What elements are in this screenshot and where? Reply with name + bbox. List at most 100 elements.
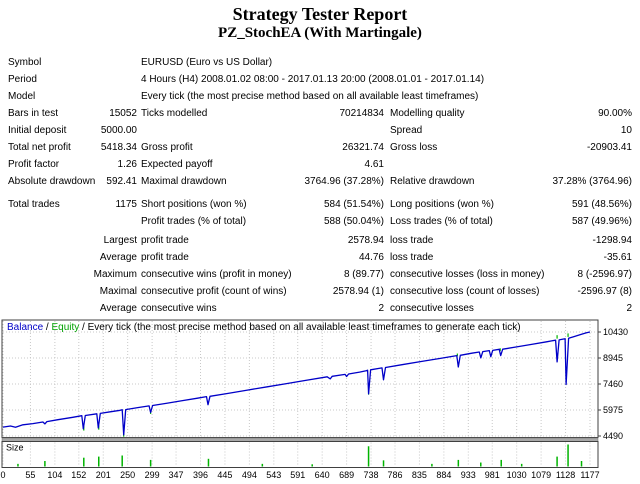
size-bar xyxy=(457,459,460,467)
y-axis-label: 7460 xyxy=(603,379,623,389)
row-label: Profit factor xyxy=(8,159,60,170)
cell-f: -20903.41 xyxy=(586,142,632,153)
report-row: Largest profit trade 2578.94 loss trade -129… xyxy=(0,232,640,249)
row-label: Initial deposit xyxy=(8,125,67,136)
cell-b: 15052 xyxy=(109,108,137,119)
size-bar xyxy=(121,455,123,467)
cell-b: Largest xyxy=(103,235,137,246)
cell-c: profit trade xyxy=(141,235,189,246)
x-axis-label: 640 xyxy=(315,470,330,480)
size-panel-label: Size xyxy=(6,443,24,453)
size-bar xyxy=(556,456,558,467)
cell-b: Maximal xyxy=(99,286,137,297)
cell-b: 1175 xyxy=(115,199,137,210)
size-bar xyxy=(261,463,264,467)
cell-c: Maximal drawdown xyxy=(141,176,227,187)
cell-d: 584 (51.54%) xyxy=(323,199,384,210)
size-bar xyxy=(311,464,313,467)
cell-e: Loss trades (% of total) xyxy=(390,216,493,227)
cell-b: Maximum xyxy=(93,269,137,280)
row-label: Bars in test xyxy=(8,108,59,119)
cell-e: loss trade xyxy=(390,235,434,246)
size-bar xyxy=(367,446,370,467)
cell-f: -1298.94 xyxy=(592,235,632,246)
cell-b: 1.26 xyxy=(117,159,137,170)
x-axis-label: 1079 xyxy=(531,470,551,480)
report-row: Profit trades (% of total) 588 (50.04%) Lo… xyxy=(0,213,640,230)
x-axis-label: 299 xyxy=(145,470,160,480)
report-row: Initial deposit 5000.00 Spread 10 xyxy=(0,122,640,139)
report-subtitle: PZ_StochEA (With Martingale) xyxy=(218,25,422,41)
row-label: Symbol xyxy=(8,57,42,68)
cell-c: Gross profit xyxy=(141,142,193,153)
equity-legend-label: Equity xyxy=(51,322,80,333)
x-axis-label: 689 xyxy=(339,470,354,480)
chart-canvas: 0 55 104 152 201 250 299 347 396 445 494 543 591 640 6… xyxy=(0,319,628,480)
x-axis-label: 250 xyxy=(120,470,135,480)
cell-b: 5000.00 xyxy=(100,125,137,136)
cell-e: loss trade xyxy=(390,252,434,263)
cell-f: 2 xyxy=(626,303,632,314)
x-axis-label: 201 xyxy=(96,470,111,480)
y-axis-label: 10430 xyxy=(603,327,628,337)
cell-b: 5418.34 xyxy=(100,142,137,153)
balance-legend-label: Balance xyxy=(7,322,44,333)
cell-b: 592.41 xyxy=(106,176,137,187)
page-title: Strategy Tester Report xyxy=(232,4,408,24)
report-row: Model Every tick (the most precise method… xyxy=(0,88,640,105)
cell-f: 10 xyxy=(620,125,632,136)
report-row: Average consecutive wins 2 consecutive loss… xyxy=(0,300,640,317)
x-axis-label: 786 xyxy=(387,470,402,480)
balance-line xyxy=(2,331,591,436)
cell-d: 4.61 xyxy=(364,159,384,170)
x-axis-label: 738 xyxy=(364,470,379,480)
report-row: Maximal consecutive profit (count of wins… xyxy=(0,283,640,300)
cell-c: Profit trades (% of total) xyxy=(141,216,247,227)
row-value: 4 Hours (H4) 2008.01.02 08:00 - 2017.01.… xyxy=(141,74,485,85)
cell-f: -2596.97 (8) xyxy=(577,286,632,297)
report-row: Period 4 Hours (H4) 2008.01.02 08:00 - 20… xyxy=(0,71,640,88)
x-axis-label: 981 xyxy=(485,470,500,480)
report-row: Total trades 1175 Short positions (won %) 5… xyxy=(0,196,640,213)
cell-c: Expected payoff xyxy=(141,159,213,170)
size-bar xyxy=(207,458,210,467)
y-axis-label: 8945 xyxy=(603,353,623,363)
size-bar xyxy=(44,461,46,467)
size-bar xyxy=(17,463,19,467)
balance-equity-chart: 0 55 104 152 201 250 299 347 396 445 494 543 591 640 6… xyxy=(0,314,640,484)
cell-c: consecutive profit (count of wins) xyxy=(141,286,287,297)
cell-d: 8 (89.77) xyxy=(343,269,384,280)
row-value: Every tick (the most precise method base… xyxy=(141,91,479,102)
cell-c: Short positions (won %) xyxy=(141,199,247,210)
x-axis-label: 494 xyxy=(242,470,257,480)
cell-f: 8 (-2596.97) xyxy=(577,269,632,280)
x-axis-label: 1177 xyxy=(580,470,599,480)
report-row: Bars in test 15052 Ticks modelled 70214834 M… xyxy=(0,105,640,122)
cell-d: 588 (50.04%) xyxy=(323,216,384,227)
cell-e: Gross loss xyxy=(390,142,438,153)
x-axis-label: 104 xyxy=(47,470,62,480)
report-row: Symbol EURUSD (Euro vs US Dollar) xyxy=(0,54,640,71)
size-bar xyxy=(567,444,569,467)
size-bar xyxy=(480,462,482,467)
cell-e: Long positions (won %) xyxy=(390,199,494,210)
y-axis-label: 5975 xyxy=(603,405,623,415)
cell-c: Ticks modelled xyxy=(141,108,208,119)
cell-d: 3764.96 (37.28%) xyxy=(304,176,384,187)
size-bar xyxy=(431,463,433,467)
size-bar xyxy=(580,461,583,467)
x-axis-label: 152 xyxy=(71,470,86,480)
x-axis-label: 933 xyxy=(461,470,476,480)
cell-b: Average xyxy=(99,303,137,314)
cell-d: 2 xyxy=(378,303,384,314)
cell-f: 587 (49.96%) xyxy=(571,216,632,227)
report-row: Average profit trade 44.76 loss trade -35.61 xyxy=(0,249,640,266)
report-row: Total net profit 5418.34 Gross profit 26321… xyxy=(0,139,640,156)
legend-separator-2: / xyxy=(79,322,88,333)
cell-c: consecutive wins (profit in money) xyxy=(141,269,292,280)
row-value: EURUSD (Euro vs US Dollar) xyxy=(141,57,273,68)
cell-f: 591 (48.56%) xyxy=(571,199,632,210)
cell-d: 2578.94 (1) xyxy=(332,286,384,297)
report-row: Maximum consecutive wins (profit in money… xyxy=(0,266,640,283)
row-label: Period xyxy=(8,74,37,85)
